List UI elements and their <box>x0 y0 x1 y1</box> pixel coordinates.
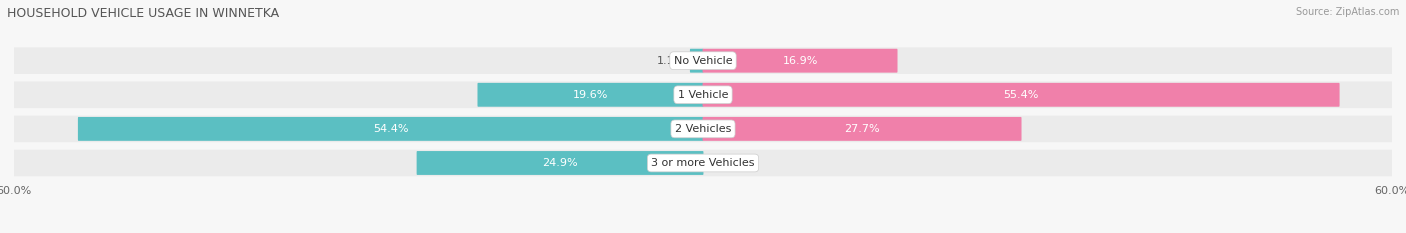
FancyBboxPatch shape <box>13 82 1393 108</box>
FancyBboxPatch shape <box>478 83 703 107</box>
FancyBboxPatch shape <box>13 150 1393 176</box>
Text: 24.9%: 24.9% <box>543 158 578 168</box>
FancyBboxPatch shape <box>416 151 703 175</box>
Text: 19.6%: 19.6% <box>572 90 609 100</box>
Text: 54.4%: 54.4% <box>373 124 408 134</box>
Text: 3 or more Vehicles: 3 or more Vehicles <box>651 158 755 168</box>
Text: 2 Vehicles: 2 Vehicles <box>675 124 731 134</box>
FancyBboxPatch shape <box>13 47 1393 74</box>
FancyBboxPatch shape <box>690 49 703 73</box>
Text: 16.9%: 16.9% <box>782 56 818 66</box>
Text: HOUSEHOLD VEHICLE USAGE IN WINNETKA: HOUSEHOLD VEHICLE USAGE IN WINNETKA <box>7 7 280 20</box>
FancyBboxPatch shape <box>77 117 703 141</box>
Legend: Owner-occupied, Renter-occupied: Owner-occupied, Renter-occupied <box>582 230 824 233</box>
FancyBboxPatch shape <box>13 116 1393 142</box>
Text: 0.0%: 0.0% <box>709 158 737 168</box>
Text: 55.4%: 55.4% <box>1004 90 1039 100</box>
Text: Source: ZipAtlas.com: Source: ZipAtlas.com <box>1295 7 1399 17</box>
Text: 1.1%: 1.1% <box>657 56 685 66</box>
FancyBboxPatch shape <box>703 49 897 73</box>
Text: 1 Vehicle: 1 Vehicle <box>678 90 728 100</box>
Text: No Vehicle: No Vehicle <box>673 56 733 66</box>
FancyBboxPatch shape <box>703 83 1340 107</box>
FancyBboxPatch shape <box>703 117 1022 141</box>
Text: 27.7%: 27.7% <box>844 124 880 134</box>
